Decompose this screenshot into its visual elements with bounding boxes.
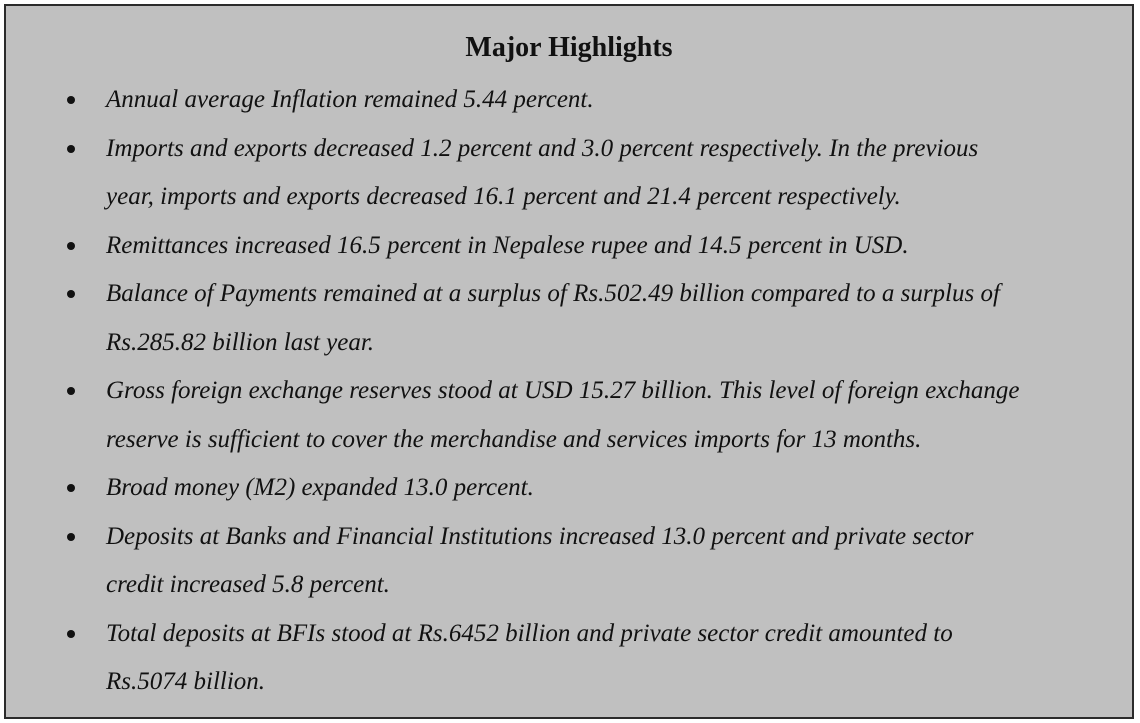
highlights-box: Major Highlights Annual average Inflatio…	[4, 4, 1134, 719]
highlight-item: Annual average Inflation remained 5.44 p…	[6, 76, 1132, 125]
highlight-text: Deposits at Banks and Financial Institut…	[106, 522, 974, 550]
highlight-text: Rs.285.82 billion last year.	[106, 328, 375, 356]
highlight-text: Remittances increased 16.5 percent in Ne…	[106, 231, 909, 259]
bullet-icon	[67, 629, 75, 638]
highlight-text: Broad money (M2) expanded 13.0 percent.	[106, 474, 534, 501]
highlight-item: Broad money (M2) expanded 13.0 percent.	[6, 464, 1132, 513]
bullet-icon	[67, 387, 75, 395]
highlight-item: Balance of Payments remained at a surplu…	[6, 270, 1132, 367]
highlight-text: Imports and exports decreased 1.2 percen…	[106, 134, 979, 162]
highlight-text: reserve is sufficient to cover the merch…	[106, 425, 922, 453]
highlight-text: Annual average Inflation remained 5.44 p…	[106, 86, 594, 113]
highlight-item: Imports and exports decreased 1.2 percen…	[6, 125, 1132, 222]
highlight-text: Gross foreign exchange reserves stood at…	[106, 377, 1020, 404]
bullet-icon	[67, 484, 75, 492]
highlight-text: year, imports and exports decreased 16.1…	[106, 183, 901, 210]
highlights-list: Annual average Inflation remained 5.44 p…	[6, 76, 1132, 707]
bullet-icon	[67, 144, 75, 153]
highlights-title: Major Highlights	[465, 32, 673, 63]
highlight-text: Balance of Payments remained at a surplu…	[106, 280, 1000, 307]
highlight-item: Remittances increased 16.5 percent in Ne…	[6, 222, 1132, 271]
highlight-item: Deposits at Banks and Financial Institut…	[6, 513, 1132, 610]
bullet-icon	[67, 96, 75, 104]
highlight-text: credit increased 5.8 percent.	[106, 571, 390, 598]
highlight-text: Total deposits at BFIs stood at Rs.6452 …	[106, 619, 953, 647]
highlight-item: Gross foreign exchange reserves stood at…	[6, 367, 1132, 464]
highlight-text: Rs.5074 billion.	[106, 668, 266, 695]
bullet-icon	[67, 532, 75, 541]
bullet-icon	[67, 241, 75, 250]
highlight-item: Total deposits at BFIs stood at Rs.6452 …	[6, 610, 1132, 707]
bullet-icon	[67, 290, 75, 298]
